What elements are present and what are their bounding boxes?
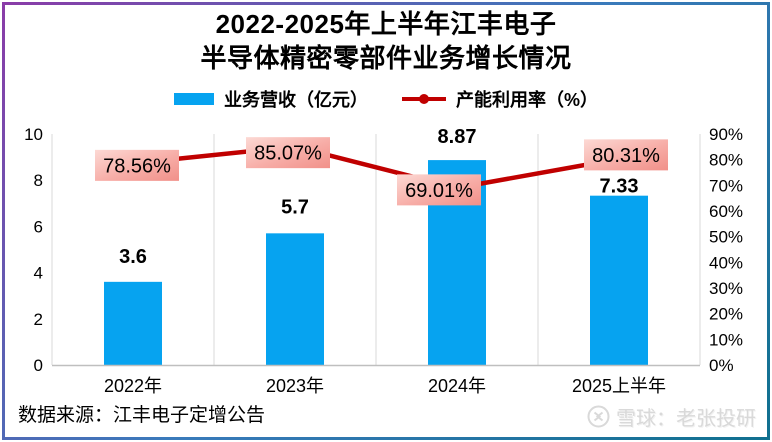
right-axis-tick: 0% <box>709 356 734 375</box>
line-value-label: 69.01% <box>405 180 473 202</box>
legend-line-label: 产能利用率（%） <box>455 90 598 110</box>
legend-bar-swatch-icon <box>173 93 214 105</box>
bar-value-label: 3.6 <box>119 246 147 268</box>
line-value-label-box <box>246 137 330 169</box>
category-label: 2022年 <box>104 376 162 396</box>
right-axis-tick: 90% <box>709 125 743 144</box>
left-axis-tick: 8 <box>34 171 43 190</box>
chart-title-line1: 2022-2025年上半年江丰电子 <box>215 9 557 39</box>
left-axis-tick: 10 <box>24 125 43 144</box>
line-value-label-box <box>95 149 179 181</box>
legend-line-marker-icon <box>401 93 446 105</box>
line-value-label: 80.31% <box>592 145 660 167</box>
right-axis-tick: 10% <box>709 330 743 349</box>
utilization-line <box>132 144 620 191</box>
left-axis-tick: 6 <box>34 217 43 236</box>
right-axis-tick: 70% <box>709 176 743 195</box>
chart-title: 2022-2025年上半年江丰电子 半导体精密零部件业务增长情况 <box>0 7 772 75</box>
data-source-note: 数据来源：江丰电子定增公告 <box>18 405 266 426</box>
watermark: 雪球：老张投研 <box>587 402 756 431</box>
category-label: 2024年 <box>428 376 486 396</box>
left-axis-tick: 0 <box>34 356 43 375</box>
revenue-bar <box>104 281 162 365</box>
bar-value-label: 8.87 <box>438 126 477 148</box>
left-axis-tick: 2 <box>34 310 43 329</box>
watermark-text: 雪球：老张投研 <box>616 408 756 430</box>
right-axis-tick: 50% <box>709 228 743 247</box>
right-axis-tick: 20% <box>709 305 743 324</box>
xueqiu-logo-icon <box>587 405 610 428</box>
category-label: 2025上半年 <box>572 376 666 396</box>
revenue-bar <box>590 195 648 365</box>
line-value-label: 85.07% <box>254 143 322 165</box>
revenue-bar <box>266 233 324 365</box>
right-axis-tick: 30% <box>709 279 743 298</box>
legend-bar-label: 业务营收（亿元） <box>223 90 368 110</box>
right-axis-tick: 60% <box>709 202 743 221</box>
chart-legend: 业务营收（亿元） 产能利用率（%） <box>0 87 772 111</box>
right-axis-tick: 40% <box>709 253 743 272</box>
line-value-label-box <box>584 139 668 171</box>
bar-value-label: 5.7 <box>281 196 309 218</box>
category-label: 2023年 <box>266 376 324 396</box>
chart-title-line2: 半导体精密零部件业务增长情况 <box>200 43 572 73</box>
bar-value-label: 7.33 <box>600 176 639 198</box>
line-value-label-box <box>397 174 481 206</box>
line-value-label: 78.56% <box>103 155 171 177</box>
right-axis-tick: 80% <box>709 151 743 170</box>
left-axis-tick: 4 <box>34 264 43 283</box>
